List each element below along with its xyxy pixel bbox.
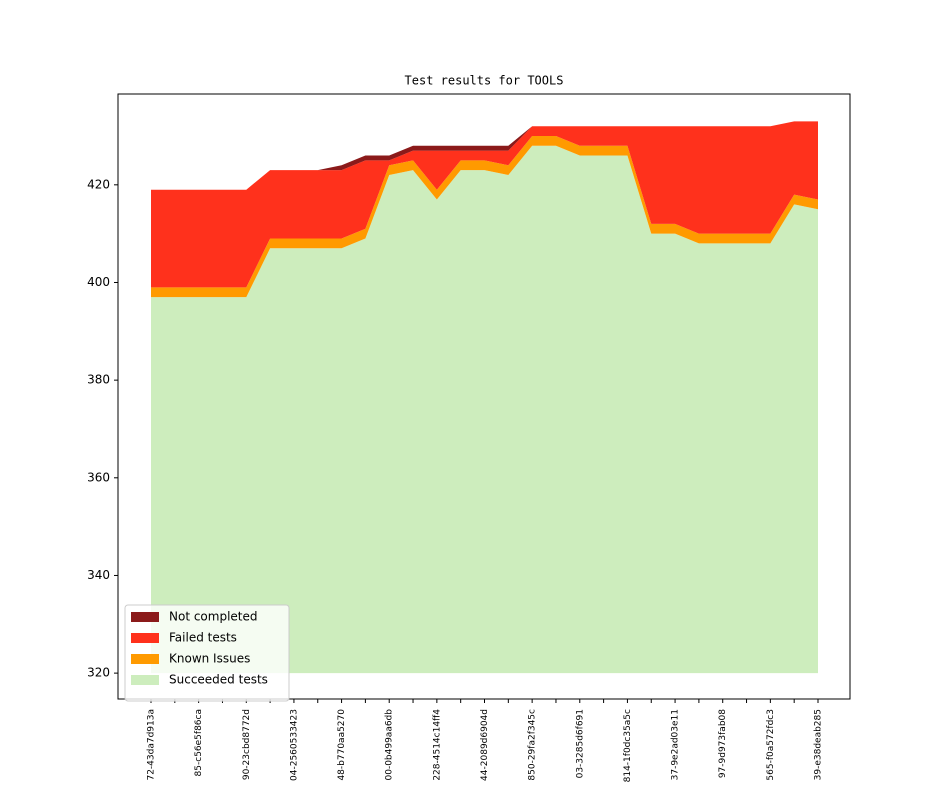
x-tick-label: 39-e38deab285: [814, 709, 824, 780]
legend-label: Known Issues: [169, 652, 250, 666]
x-tick-label: 48-b770aa5270: [337, 709, 347, 781]
x-tick-label: 814-1f0dc35a5c: [623, 709, 633, 782]
y-tick-label: 420: [87, 177, 110, 191]
legend-swatch: [131, 675, 159, 685]
legend-label: Succeeded tests: [169, 673, 268, 687]
area: [151, 121, 818, 288]
chart-title: Test results for TOOLS: [405, 74, 564, 88]
y-tick-label: 400: [87, 275, 110, 289]
area: [151, 145, 818, 674]
area: [151, 135, 818, 298]
x-tick-label: 850-29fa2f345c: [528, 709, 538, 781]
legend-swatch: [131, 633, 159, 643]
legend-swatch: [131, 612, 159, 622]
y-tick-label: 380: [87, 373, 110, 387]
x-tick-label: 97-9d973fab08: [718, 709, 728, 778]
legend-swatch: [131, 654, 159, 664]
x-tick-label: 90-23cbd8772d: [242, 709, 252, 780]
x-tick-label: 228-4514c14ff4: [432, 709, 442, 781]
y-tick-label: 320: [87, 666, 110, 680]
y-tick-label: 340: [87, 568, 110, 582]
x-tick-label: 565-f0a572fdc3: [766, 709, 776, 781]
x-tick-label: 04-2560533423: [289, 709, 299, 781]
legend-box: [124, 604, 290, 702]
legend-label: Failed tests: [169, 631, 237, 645]
legend-label: Not completed: [169, 610, 258, 624]
x-tick-label: 00-0b499aa6db: [385, 709, 395, 781]
y-tick-label: 360: [87, 470, 110, 484]
legend: Not completed Failed tests Known Issues Suc…: [124, 604, 290, 702]
x-tick-label: 85-c56e5f86ca: [194, 709, 204, 776]
x-tick-label: 72-43da7d913a: [147, 709, 157, 781]
x-tick-label: 44-2089d6904d: [480, 709, 490, 781]
x-tick-label: 03-3285d6f691: [575, 709, 585, 778]
x-tick-label: 37-9e2ad03e11: [671, 709, 681, 780]
